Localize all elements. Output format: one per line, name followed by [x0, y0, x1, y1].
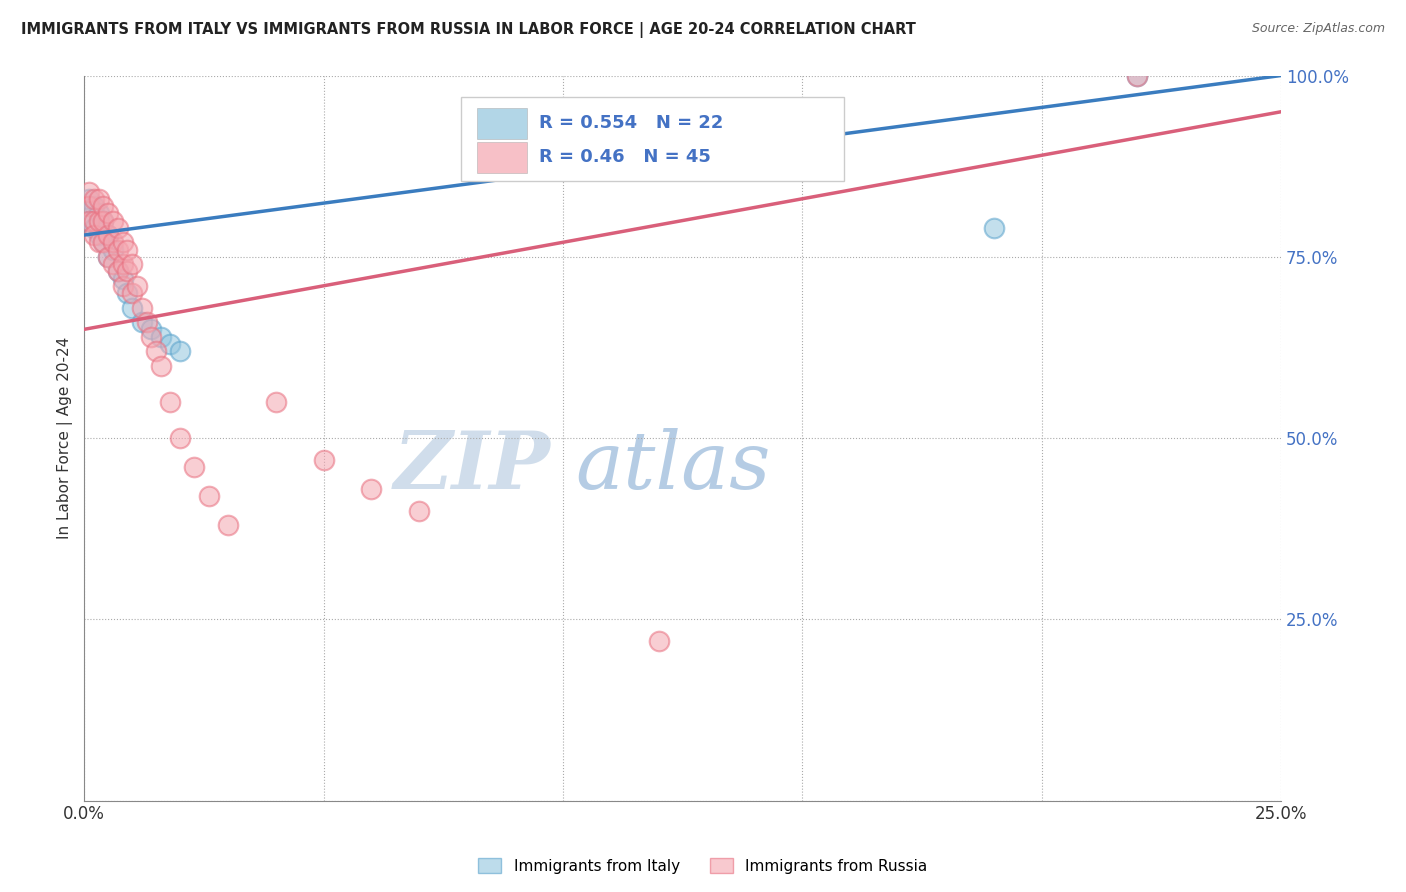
Point: [131, 315, 153, 329]
Point: [111, 278, 134, 293]
Point: [87, 206, 110, 220]
Point: [83, 213, 105, 227]
Point: [183, 460, 205, 475]
Point: [264, 394, 287, 409]
Point: [107, 220, 129, 235]
Point: [983, 220, 1005, 235]
Point: [141, 322, 163, 336]
Point: [87, 213, 110, 227]
Point: [87, 235, 110, 250]
Y-axis label: In Labor Force | Age 20-24: In Labor Force | Age 20-24: [58, 337, 73, 539]
Point: [97, 227, 120, 242]
Point: [1126, 69, 1149, 83]
Point: [145, 344, 167, 359]
Point: [97, 206, 120, 220]
Point: [111, 271, 134, 285]
Point: [107, 264, 129, 278]
Point: [107, 243, 129, 257]
Point: [111, 235, 134, 250]
Point: [149, 329, 172, 343]
Text: R = 0.554   N = 22: R = 0.554 N = 22: [538, 113, 724, 132]
Point: [93, 235, 115, 250]
Point: [169, 431, 191, 445]
Point: [121, 257, 143, 271]
Point: [125, 278, 148, 293]
Point: [647, 634, 669, 648]
Point: [159, 336, 181, 351]
Point: [77, 192, 100, 206]
FancyBboxPatch shape: [477, 142, 527, 173]
Point: [97, 250, 120, 264]
Point: [77, 199, 100, 213]
Point: [159, 394, 181, 409]
Point: [83, 220, 105, 235]
Point: [169, 344, 191, 359]
Text: R = 0.46   N = 45: R = 0.46 N = 45: [538, 148, 711, 167]
Point: [117, 286, 139, 301]
Point: [77, 185, 100, 199]
Point: [197, 489, 219, 503]
Point: [117, 264, 139, 278]
Point: [117, 243, 139, 257]
Legend: Immigrants from Italy, Immigrants from Russia: Immigrants from Italy, Immigrants from R…: [472, 852, 934, 880]
Point: [121, 286, 143, 301]
Point: [93, 213, 115, 227]
Point: [217, 518, 239, 533]
FancyBboxPatch shape: [477, 108, 527, 138]
Point: [408, 503, 430, 517]
Point: [107, 264, 129, 278]
Point: [87, 227, 110, 242]
Point: [101, 257, 124, 271]
Point: [101, 243, 124, 257]
Point: [101, 235, 124, 250]
Point: [111, 257, 134, 271]
Point: [101, 213, 124, 227]
Point: [87, 192, 110, 206]
FancyBboxPatch shape: [461, 97, 844, 181]
Text: Source: ZipAtlas.com: Source: ZipAtlas.com: [1251, 22, 1385, 36]
Point: [77, 213, 100, 227]
Text: atlas: atlas: [575, 428, 770, 506]
Text: ZIP: ZIP: [394, 428, 551, 506]
Point: [360, 482, 382, 496]
Point: [83, 227, 105, 242]
Point: [83, 192, 105, 206]
Point: [312, 452, 335, 467]
Point: [1126, 69, 1149, 83]
Point: [93, 213, 115, 227]
Point: [97, 227, 120, 242]
Point: [135, 315, 157, 329]
Point: [131, 301, 153, 315]
Point: [93, 199, 115, 213]
Point: [93, 235, 115, 250]
Point: [141, 329, 163, 343]
Point: [97, 250, 120, 264]
Point: [149, 359, 172, 373]
Point: [121, 301, 143, 315]
Point: [83, 199, 105, 213]
Text: IMMIGRANTS FROM ITALY VS IMMIGRANTS FROM RUSSIA IN LABOR FORCE | AGE 20-24 CORRE: IMMIGRANTS FROM ITALY VS IMMIGRANTS FROM…: [21, 22, 915, 38]
Point: [77, 213, 100, 227]
